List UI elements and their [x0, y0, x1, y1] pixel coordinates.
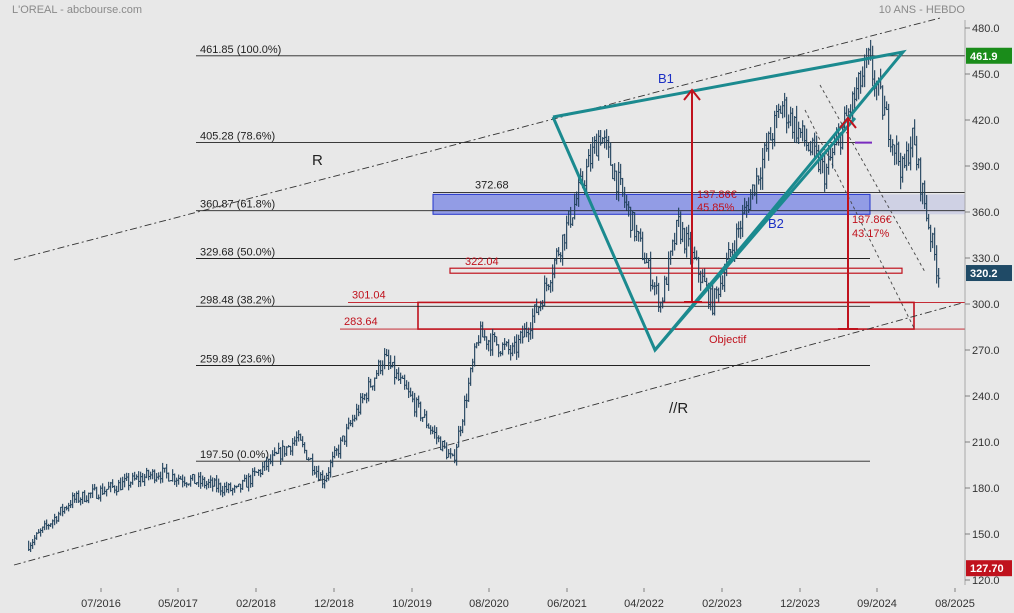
channel-upper-line[interactable] — [13, 17, 941, 261]
x-tick-label: 07/2016 — [81, 598, 121, 610]
triangle-support-line[interactable] — [653, 117, 857, 351]
y-tick-label: 240.0 — [972, 391, 1000, 403]
down-channel-lower[interactable] — [804, 109, 916, 331]
blue-zone-band — [433, 194, 965, 215]
measured-move-2-arrowhead — [839, 116, 857, 129]
level-322-box[interactable] — [449, 267, 903, 274]
fib-label: 405.28 (78.6%) — [200, 131, 275, 143]
fib-label: 298.48 (38.2%) — [200, 294, 275, 306]
y-tick-label: 360.0 — [972, 207, 1000, 219]
y-tick-label: 210.0 — [972, 437, 1000, 449]
price-badge-label: 127.70 — [970, 563, 1004, 575]
level-372-label: 372.68 — [475, 180, 509, 192]
y-tick-label: 390.0 — [972, 161, 1000, 173]
channel-lower-line[interactable] — [13, 302, 963, 566]
label-b2: B2 — [768, 216, 784, 231]
x-tick-label: 10/2019 — [392, 598, 432, 610]
y-tick-label: 120.0 — [972, 575, 1000, 587]
triangle-pattern[interactable] — [551, 49, 907, 353]
y-tick-label: 300.0 — [972, 299, 1000, 311]
label-parallel-r: //R — [669, 400, 688, 417]
fib-label: 329.68 (50.0%) — [200, 246, 275, 258]
level-301-label: 301.04 — [352, 289, 386, 301]
x-tick-label: 02/2023 — [702, 598, 742, 610]
move2-percent: 43.17% — [852, 228, 890, 240]
chart-timeframe: 10 ANS - HEBDO — [879, 4, 966, 16]
level-322-label: 322.04 — [465, 256, 499, 268]
move1-percent: 45.85% — [697, 202, 735, 214]
price-badge-label: 320.2 — [970, 268, 998, 280]
level-283-label: 283.64 — [344, 316, 378, 328]
measured-move-1-arrowhead — [683, 88, 701, 101]
x-tick-label: 06/2021 — [547, 598, 587, 610]
price-badge — [966, 560, 1012, 577]
price-badge — [966, 265, 1012, 282]
x-tick-label: 04/2022 — [624, 598, 664, 610]
fib-label: 197.50 (0.0%) — [200, 449, 269, 461]
y-tick-label: 270.0 — [972, 345, 1000, 357]
fib-label: 461.85 (100.0%) — [200, 44, 281, 56]
y-tick-label: 180.0 — [972, 483, 1000, 495]
fib-label: 360.87 (61.8%) — [200, 199, 275, 211]
x-tick-label: 02/2018 — [236, 598, 276, 610]
label-r: R — [312, 152, 323, 169]
x-tick-label: 08/2025 — [935, 598, 975, 610]
x-tick-label: 09/2024 — [857, 598, 897, 610]
y-tick-label: 150.0 — [972, 529, 1000, 541]
x-tick-label: 08/2020 — [469, 598, 509, 610]
chart-source-title: L'OREAL - abcbourse.com — [12, 4, 142, 16]
y-tick-label: 480.0 — [972, 23, 1000, 35]
y-tick-label: 450.0 — [972, 69, 1000, 81]
y-tick-label: 330.0 — [972, 253, 1000, 265]
blue-resistance-zone[interactable] — [432, 193, 871, 215]
move2-amount: 137.86€ — [852, 214, 892, 226]
label-b1: B1 — [658, 71, 674, 86]
price-badge-label: 461.9 — [970, 51, 998, 63]
y-tick-label: 420.0 — [972, 115, 1000, 127]
fib-label: 259.89 (23.6%) — [200, 354, 275, 366]
price-badge — [966, 47, 1012, 64]
x-tick-label: 12/2018 — [314, 598, 354, 610]
x-tick-label: 05/2017 — [158, 598, 198, 610]
x-tick-label: 12/2023 — [780, 598, 820, 610]
move1-amount: 137.86€ — [697, 189, 737, 201]
label-objectif: Objectif — [709, 334, 747, 346]
